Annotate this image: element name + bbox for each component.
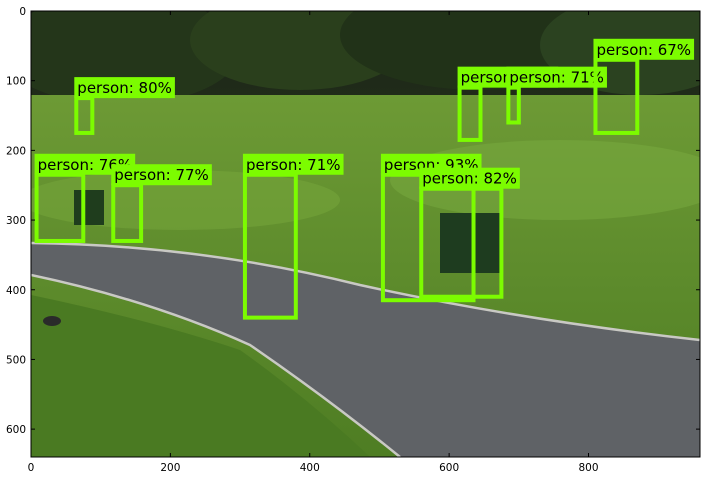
label-background bbox=[111, 164, 212, 186]
detection-label: person: 67% bbox=[596, 41, 691, 59]
y-tick-label: 400 bbox=[6, 285, 26, 297]
detection-boxes: person: 80%person: 94%person: 71%person:… bbox=[34, 38, 695, 320]
label-background bbox=[419, 167, 520, 189]
detection: person: 77% bbox=[111, 164, 212, 243]
label-background bbox=[74, 77, 175, 99]
label-background bbox=[242, 153, 344, 175]
detection-label: person: 71% bbox=[509, 69, 604, 87]
y-tick-label: 600 bbox=[6, 424, 26, 436]
x-tick-label: 800 bbox=[578, 462, 598, 474]
detection-label: person: 71% bbox=[246, 156, 341, 174]
x-tick-label: 200 bbox=[160, 462, 180, 474]
y-axis: 0 100 200 300 400 500 600 bbox=[6, 6, 700, 436]
detection: person: 71% bbox=[506, 66, 607, 125]
y-tick-label: 500 bbox=[6, 354, 26, 366]
x-tick-label: 600 bbox=[439, 462, 459, 474]
detection-label: person: 76% bbox=[38, 156, 133, 174]
y-tick-label: 100 bbox=[6, 76, 26, 88]
axes-frame bbox=[30, 10, 701, 458]
detection: person: 76% bbox=[34, 153, 136, 243]
y-tick-label: 200 bbox=[6, 145, 26, 157]
detection-label: person: 80% bbox=[77, 79, 172, 97]
detection-label: person: 82% bbox=[422, 170, 517, 188]
detection: person: 82% bbox=[419, 167, 520, 299]
detection: person: 80% bbox=[74, 77, 175, 135]
y-tick-label: 0 bbox=[19, 6, 26, 18]
x-axis: 0 200 400 600 800 bbox=[28, 11, 599, 474]
detection: person: 67% bbox=[593, 38, 695, 135]
label-background bbox=[506, 66, 607, 88]
x-tick-label: 0 bbox=[28, 462, 35, 474]
label-background bbox=[593, 38, 695, 60]
detection: person: 71% bbox=[242, 153, 344, 320]
y-tick-label: 300 bbox=[6, 215, 26, 227]
label-background bbox=[34, 153, 136, 175]
x-tick-label: 400 bbox=[300, 462, 320, 474]
detection-label: person: 77% bbox=[114, 166, 209, 184]
